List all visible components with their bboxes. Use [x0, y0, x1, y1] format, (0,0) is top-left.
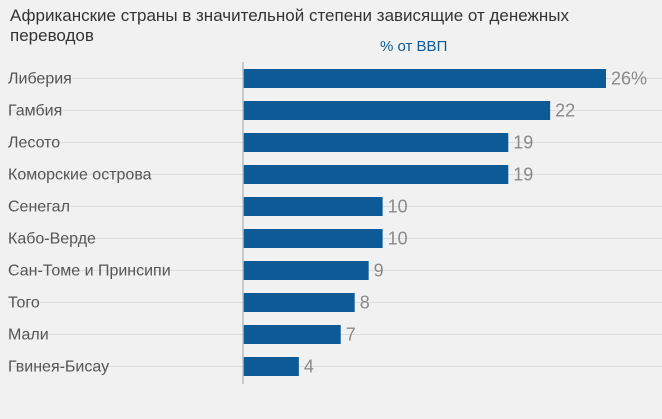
category-label: Гвинея-Бисау — [8, 359, 109, 376]
bar — [243, 69, 606, 88]
bar — [243, 293, 355, 312]
category-label: Коморские острова — [8, 167, 152, 184]
value-label: 4 — [304, 356, 314, 376]
category-label: Того — [8, 295, 40, 312]
category-label: Лесото — [8, 135, 60, 152]
bar — [243, 357, 299, 376]
category-label: Мали — [8, 327, 49, 344]
value-label: 8 — [360, 292, 370, 312]
bar — [243, 165, 509, 184]
bar — [243, 101, 551, 120]
category-label: Сан-Томе и Принсипи — [8, 263, 171, 280]
bar — [243, 133, 509, 152]
category-label: Сенегал — [8, 199, 70, 216]
value-label: 19 — [513, 164, 533, 184]
value-label: 22 — [555, 100, 575, 120]
category-label: Гамбия — [8, 103, 62, 120]
bar — [243, 197, 383, 216]
value-label: 10 — [388, 196, 408, 216]
category-label: Либерия — [8, 71, 72, 88]
bar — [243, 261, 369, 280]
chart-subtitle: % от ВВП — [380, 38, 448, 55]
bar — [243, 325, 341, 344]
value-label: 9 — [374, 260, 384, 280]
chart-title: Африканские страны в значительной степен… — [10, 6, 570, 45]
value-label: 10 — [388, 228, 408, 248]
value-label: 19 — [513, 132, 533, 152]
category-label: Кабо-Верде — [8, 231, 96, 248]
value-label: 7 — [346, 324, 356, 344]
bar — [243, 229, 383, 248]
value-label: 26% — [611, 68, 647, 88]
